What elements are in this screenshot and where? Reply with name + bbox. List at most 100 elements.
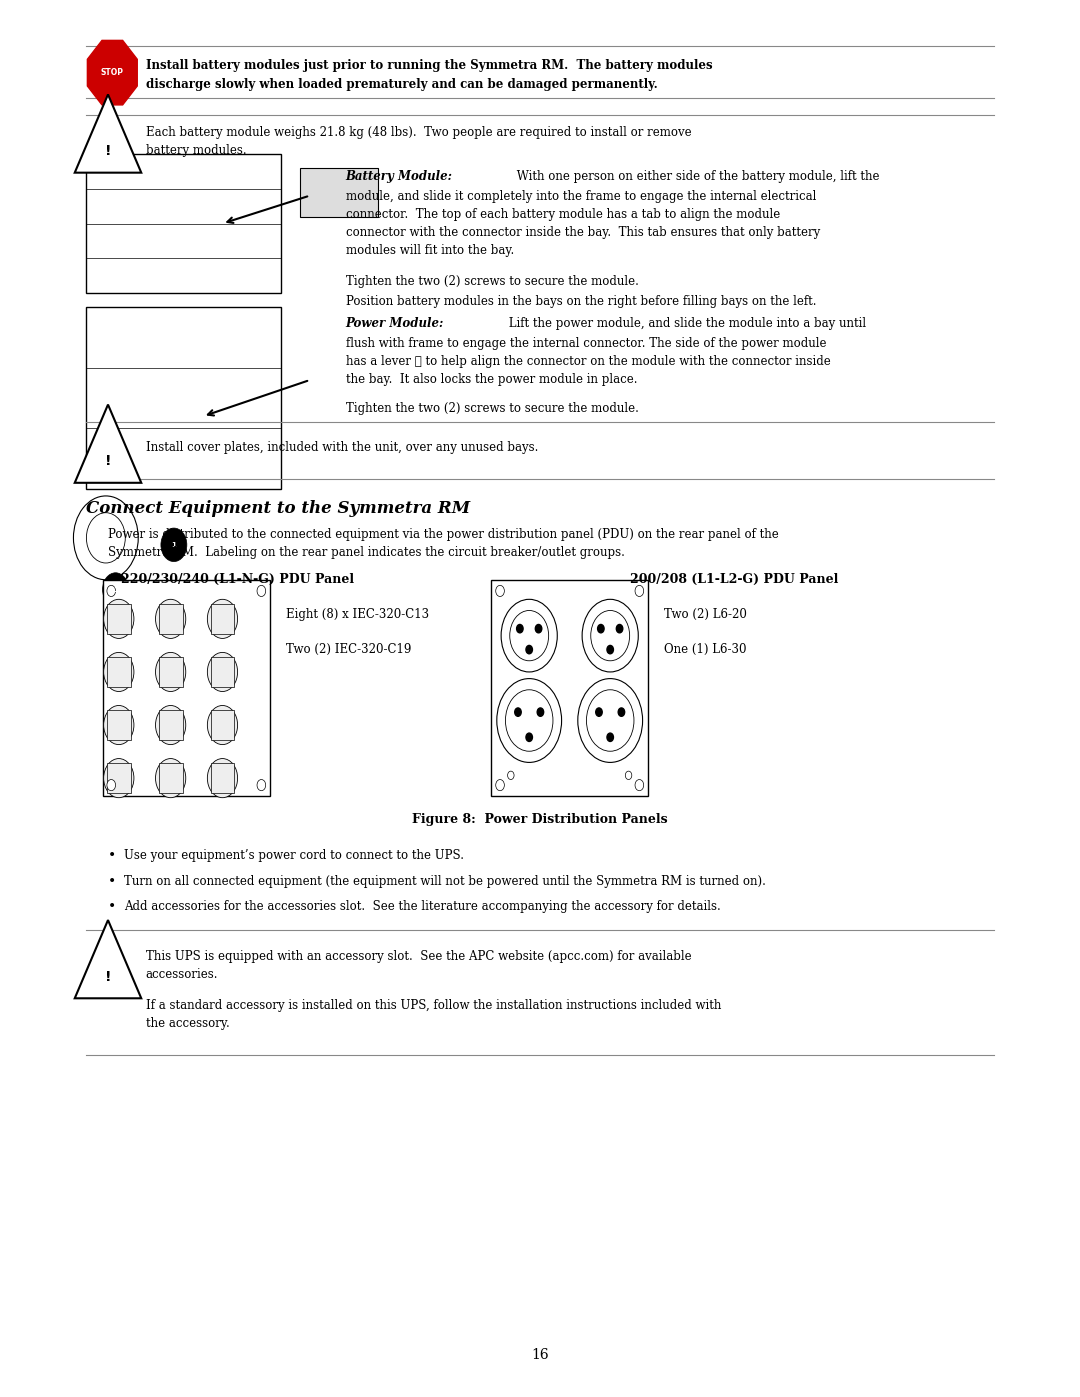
- Bar: [211, 763, 234, 793]
- Text: Tighten the two (2) screws to secure the module.: Tighten the two (2) screws to secure the…: [346, 402, 638, 415]
- Circle shape: [525, 693, 534, 704]
- Circle shape: [536, 624, 542, 633]
- Bar: [211, 604, 234, 634]
- Bar: [103, 580, 270, 796]
- Text: Turn on all connected equipment (the equipment will not be powered until the Sym: Turn on all connected equipment (the equ…: [124, 875, 766, 887]
- Circle shape: [104, 652, 134, 692]
- Circle shape: [257, 585, 266, 597]
- Circle shape: [617, 624, 623, 633]
- Bar: [211, 657, 234, 687]
- Text: 1: 1: [113, 587, 118, 592]
- Circle shape: [537, 708, 543, 717]
- Text: Install battery modules just prior to running the Symmetra RM.  The battery modu: Install battery modules just prior to ru…: [146, 59, 713, 71]
- Text: Install cover plates, included with the unit, over any unused bays.: Install cover plates, included with the …: [146, 441, 538, 454]
- Bar: [159, 657, 183, 687]
- Bar: [86, 154, 281, 293]
- Circle shape: [578, 679, 643, 763]
- Text: •: •: [108, 900, 117, 914]
- Circle shape: [156, 759, 186, 798]
- Text: 1: 1: [172, 542, 176, 548]
- Text: discharge slowly when loaded prematurely and can be damaged permanently.: discharge slowly when loaded prematurely…: [146, 78, 658, 91]
- Circle shape: [526, 645, 532, 654]
- Bar: [159, 710, 183, 740]
- Circle shape: [586, 690, 634, 752]
- Circle shape: [104, 759, 134, 798]
- Bar: [159, 763, 183, 793]
- Circle shape: [156, 599, 186, 638]
- Circle shape: [597, 624, 604, 633]
- Circle shape: [207, 652, 238, 692]
- Text: Power is distributed to the connected equipment via the power distribution panel: Power is distributed to the connected eq…: [108, 528, 779, 559]
- Text: One (1) L6-30: One (1) L6-30: [664, 643, 746, 655]
- Circle shape: [207, 759, 238, 798]
- Bar: [107, 657, 131, 687]
- Bar: [107, 710, 131, 740]
- Circle shape: [161, 528, 187, 562]
- Text: flush with frame to engage the internal connector. The side of the power module
: flush with frame to engage the internal …: [346, 337, 831, 386]
- Text: If a standard accessory is installed on this UPS, follow the installation instru: If a standard accessory is installed on …: [146, 999, 721, 1030]
- Circle shape: [86, 513, 125, 563]
- Text: Each battery module weighs 21.8 kg (48 lbs).  Two people are required to install: Each battery module weighs 21.8 kg (48 l…: [146, 126, 691, 138]
- Bar: [107, 763, 131, 793]
- Text: Figure 8:  Power Distribution Panels: Figure 8: Power Distribution Panels: [413, 813, 667, 826]
- Circle shape: [606, 693, 615, 704]
- Circle shape: [508, 771, 514, 780]
- Circle shape: [515, 708, 522, 717]
- Circle shape: [526, 733, 532, 742]
- Bar: [300, 168, 378, 217]
- Text: With one person on either side of the battery module, lift the: With one person on either side of the ba…: [513, 170, 879, 183]
- Circle shape: [73, 496, 138, 580]
- Circle shape: [607, 733, 613, 742]
- Text: Add accessories for the accessories slot.  See the literature accompanying the a: Add accessories for the accessories slot…: [124, 900, 721, 912]
- Text: Two (2) L6-20: Two (2) L6-20: [664, 608, 747, 620]
- Circle shape: [635, 585, 644, 597]
- Circle shape: [156, 652, 186, 692]
- Circle shape: [104, 599, 134, 638]
- Circle shape: [510, 610, 549, 661]
- Bar: [86, 307, 281, 489]
- Circle shape: [104, 705, 134, 745]
- Circle shape: [618, 708, 624, 717]
- Circle shape: [207, 705, 238, 745]
- Circle shape: [505, 690, 553, 752]
- Text: Position battery modules in the bays on the right before filling bays on the lef: Position battery modules in the bays on …: [346, 295, 816, 307]
- Circle shape: [497, 679, 562, 763]
- Circle shape: [591, 610, 630, 661]
- Text: Connect Equipment to the Symmetra RM: Connect Equipment to the Symmetra RM: [86, 500, 471, 517]
- Text: 220/230/240 (L1-N-G) PDU Panel: 220/230/240 (L1-N-G) PDU Panel: [121, 573, 354, 585]
- Text: !: !: [105, 970, 111, 983]
- Circle shape: [496, 780, 504, 791]
- Circle shape: [156, 705, 186, 745]
- Circle shape: [607, 645, 613, 654]
- Text: !: !: [105, 454, 111, 468]
- Text: Lift the power module, and slide the module into a bay until: Lift the power module, and slide the mod…: [505, 317, 866, 330]
- Text: Tighten the two (2) screws to secure the module.: Tighten the two (2) screws to secure the…: [346, 275, 638, 288]
- Text: Power Module:: Power Module:: [346, 317, 444, 330]
- Bar: [107, 604, 131, 634]
- Text: !: !: [105, 144, 111, 158]
- Text: STOP: STOP: [100, 68, 124, 77]
- Text: Use your equipment’s power cord to connect to the UPS.: Use your equipment’s power cord to conne…: [124, 849, 464, 862]
- Circle shape: [103, 573, 129, 606]
- Polygon shape: [87, 41, 137, 105]
- Circle shape: [501, 599, 557, 672]
- Circle shape: [107, 585, 116, 597]
- Bar: [211, 710, 234, 740]
- Text: 200/208 (L1-L2-G) PDU Panel: 200/208 (L1-L2-G) PDU Panel: [631, 573, 838, 585]
- Text: •: •: [108, 849, 117, 863]
- Circle shape: [107, 780, 116, 791]
- Text: 16: 16: [531, 1348, 549, 1362]
- Text: module, and slide it completely into the frame to engage the internal electrical: module, and slide it completely into the…: [346, 190, 820, 257]
- Circle shape: [635, 780, 644, 791]
- Circle shape: [257, 780, 266, 791]
- Text: battery modules.: battery modules.: [146, 144, 246, 156]
- Polygon shape: [75, 95, 141, 173]
- Circle shape: [207, 599, 238, 638]
- Text: Eight (8) x IEC-320-C13: Eight (8) x IEC-320-C13: [286, 608, 430, 620]
- Circle shape: [625, 771, 632, 780]
- Text: Two (2) IEC-320-C19: Two (2) IEC-320-C19: [286, 643, 411, 655]
- Text: Battery Module:: Battery Module:: [346, 170, 453, 183]
- Polygon shape: [75, 405, 141, 483]
- Polygon shape: [75, 921, 141, 999]
- Text: This UPS is equipped with an accessory slot.  See the APC website (apcc.com) for: This UPS is equipped with an accessory s…: [146, 950, 691, 981]
